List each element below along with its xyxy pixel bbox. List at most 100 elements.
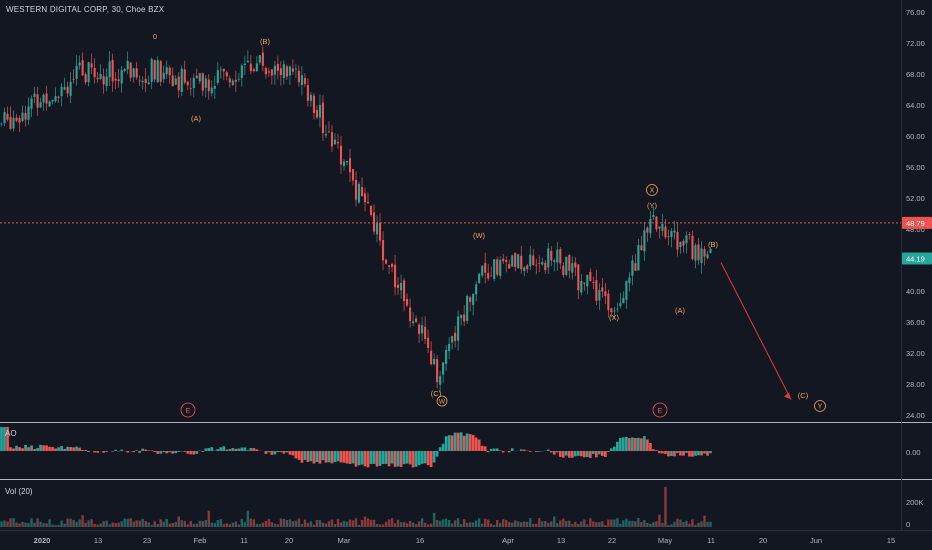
candle-body: [216, 70, 219, 83]
candle-body: [583, 282, 586, 284]
volume-bar: [105, 520, 108, 527]
volume-bar: [661, 522, 664, 527]
volume-bar: [45, 523, 48, 527]
ao-bar: [462, 435, 466, 451]
volume-bar: [499, 522, 502, 527]
wave-label-a1: (A): [191, 114, 202, 123]
volume-bar: [489, 523, 493, 527]
volume-bar: [183, 520, 186, 527]
ao-bar: [468, 434, 472, 451]
volume-bar: [249, 518, 253, 527]
ao-bar: [453, 432, 457, 451]
wave-label-x: (X): [609, 313, 620, 322]
ao-bar: [162, 451, 166, 453]
ao-bar: [36, 448, 39, 451]
volume-bar: [547, 522, 550, 527]
candle-body: [330, 132, 334, 147]
candle-body: [547, 248, 550, 268]
ao-bar: [228, 449, 232, 451]
volume-bar: [264, 520, 268, 527]
volume-bar: [360, 519, 364, 527]
ao-bar: [0, 427, 3, 451]
volume-bar: [81, 515, 84, 527]
price-tick-label: 56.00: [906, 163, 925, 172]
ao-bar: [447, 435, 451, 451]
candle-body: [60, 86, 63, 97]
volume-bar: [246, 510, 250, 527]
candle-body: [336, 142, 340, 144]
volume-bar: [12, 518, 15, 527]
candle-body: [0, 123, 3, 125]
wave-label-e2: E: [658, 408, 663, 415]
volume-bar: [676, 518, 679, 527]
ao-bar: [324, 451, 328, 463]
candle-body: [327, 131, 331, 133]
candle-body: [171, 75, 174, 87]
ao-bar: [411, 451, 415, 468]
candle-body: [144, 78, 147, 83]
candle-body: [571, 263, 574, 273]
volume-bar: [282, 518, 286, 527]
ao-bar: [306, 451, 310, 463]
volume-bar: [288, 519, 292, 527]
candle-body: [409, 307, 412, 322]
volume-bar: [117, 522, 120, 527]
candle-body: [460, 315, 463, 318]
ao-bar: [588, 451, 592, 458]
volume-bar: [312, 524, 316, 527]
candle-body: [625, 281, 628, 300]
volume-bar: [571, 524, 574, 527]
volume-bar: [508, 521, 511, 527]
candle-body: [613, 310, 616, 312]
candle-body: [640, 245, 643, 251]
ao-bar: [703, 451, 706, 454]
time-tick-label: 16: [416, 536, 424, 545]
ao-bar: [192, 451, 196, 455]
candle-body: [189, 88, 192, 90]
volume-bar: [222, 524, 226, 527]
time-tick-label: May: [658, 536, 672, 545]
wave-label-y: (Y): [647, 201, 658, 210]
ao-bar: [12, 448, 15, 451]
ao-bar: [456, 432, 460, 451]
volume-bar: [147, 522, 150, 527]
wave-label-c1: (C): [431, 389, 442, 398]
volume-bar: [381, 524, 385, 527]
candle-body: [694, 245, 697, 261]
time-axis[interactable]: 2020 13 23 Feb 11 20 Mar 16 Apr 13 22 May 11 20 Jun 15: [34, 536, 896, 545]
volume-bar: [631, 520, 634, 527]
time-tick-label: Apr: [502, 536, 514, 545]
ao-bar: [465, 433, 469, 451]
candle-body: [117, 79, 120, 82]
volume-bar: [616, 518, 619, 527]
time-tick-label: 11: [707, 536, 715, 545]
candle-body: [15, 117, 18, 121]
candle-body: [387, 265, 391, 267]
volume-bar: [123, 518, 126, 527]
ao-bar: [474, 437, 478, 451]
volume-bar: [432, 512, 436, 527]
ao-bar: [396, 451, 400, 467]
candle-body: [45, 93, 48, 104]
ao-bar: [240, 447, 244, 451]
candle-body: [48, 101, 51, 107]
candle-body: [394, 264, 397, 288]
volume-bar: [225, 523, 229, 527]
candle-body: [436, 359, 439, 383]
volume-bar: [562, 518, 565, 527]
volume-bar: [438, 520, 442, 527]
ao-bar: [616, 441, 619, 451]
candle-body: [691, 235, 694, 260]
ao-bar: [243, 447, 247, 451]
candle-body: [12, 117, 15, 129]
price-axis[interactable]: 76.00 72.00 68.00 64.00 60.00 56.00 52.00 48.00…: [906, 8, 925, 420]
price-tick-label: 60.00: [906, 132, 925, 141]
volume-bar: [426, 524, 430, 527]
candle-body: [54, 96, 57, 102]
volume-bar: [285, 520, 289, 527]
ao-bar: [51, 447, 54, 451]
candle-body: [463, 314, 466, 322]
candle-body: [646, 227, 649, 233]
candle-body: [589, 271, 592, 281]
